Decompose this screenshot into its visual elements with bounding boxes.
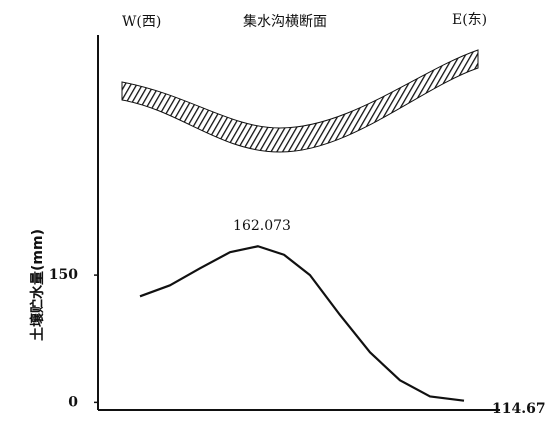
annotation: 162.073: [233, 218, 291, 234]
east-label: E(东): [452, 12, 487, 28]
ditch-cross-section: [122, 50, 478, 152]
line: [140, 246, 464, 400]
chart-title: 集水沟横断面: [243, 13, 327, 30]
west-label: W(西): [122, 14, 161, 30]
annotation: 114.67: [492, 401, 546, 417]
y-tick-label: 0: [68, 394, 78, 410]
chart: W(西) 集水沟横断面 E(东) 土壤贮水量(mm) 162.073 114.6…: [0, 0, 549, 441]
y-axis-label: 土壤贮水量(mm): [29, 229, 46, 341]
y-tick-label: 150: [49, 267, 78, 283]
